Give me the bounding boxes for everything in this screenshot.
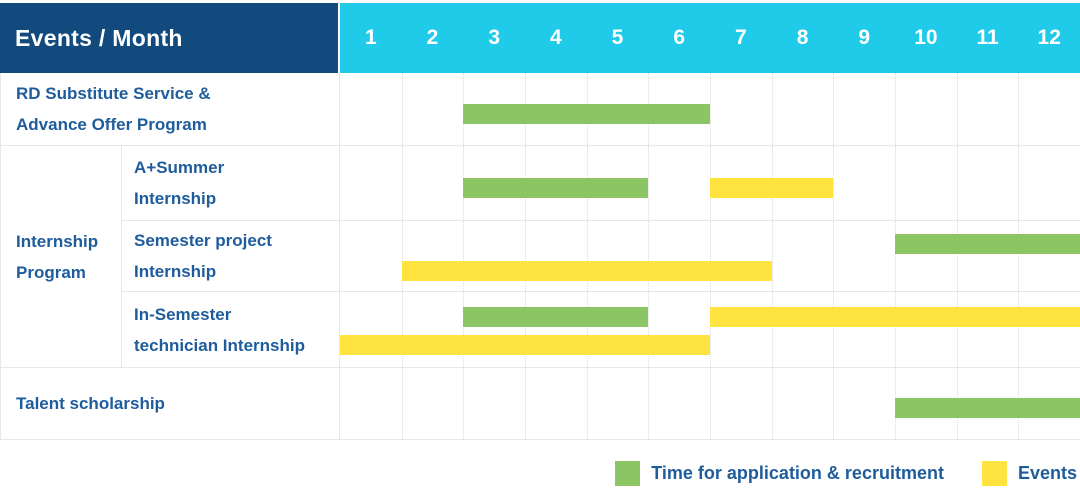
month-gridline: [1018, 221, 1020, 291]
row-label-line: RD Substitute Service &: [16, 84, 211, 103]
legend-item-application: Time for application & recruitment: [615, 460, 944, 486]
month-header-cell-10: 10: [914, 26, 938, 49]
row-label-line: Advance Offer Program: [16, 115, 207, 134]
month-gridline: [771, 221, 773, 291]
month-gridline: [833, 368, 835, 439]
row-label-line: In-Semester: [134, 304, 232, 324]
month-header-cell-1: 1: [364, 26, 377, 49]
gantt-bar-application: [463, 103, 710, 124]
month-gridline: [648, 221, 650, 291]
month-gridline: [771, 368, 773, 439]
legend-label-events: Events: [1017, 462, 1077, 483]
month-gridline: [401, 146, 403, 220]
month-gridline: [956, 146, 958, 220]
legend-swatch-green: [615, 460, 641, 486]
chart-row-5: [340, 368, 1080, 440]
month-gridline: [833, 146, 835, 220]
month-gridline: [771, 292, 773, 367]
group-label-line: Program: [16, 262, 86, 282]
month-gridline: [648, 368, 650, 439]
gantt-bar-application: [895, 398, 1080, 419]
month-header-cell-12: 12: [1037, 26, 1061, 49]
month-header-row: 1 2 3 4 5 6 7 8 9 10 11 12: [340, 3, 1080, 73]
row-label-5: Talent scholarship: [0, 368, 340, 440]
month-gridline: [1018, 146, 1020, 220]
month-gridline: [895, 292, 896, 367]
month-gridline: [833, 73, 835, 145]
row-label-line: A+Summer: [134, 158, 225, 177]
month-gridline: [586, 292, 588, 367]
month-gridline: [401, 368, 403, 439]
month-header-cell-4: 4: [550, 26, 562, 49]
month-gridline: [956, 73, 958, 145]
month-gridline: [525, 221, 526, 291]
month-header-cell-9: 9: [858, 26, 871, 49]
row-label-line: Internship: [134, 262, 217, 281]
chart-row-3: [340, 221, 1080, 292]
month-gridline: [586, 368, 588, 439]
month-header-cell-6: 6: [673, 26, 686, 49]
row-label-line: Talent scholarship: [16, 394, 165, 413]
gantt-bar-events: [710, 178, 834, 198]
legend-swatch-yellow: [981, 460, 1007, 486]
legend-label-application: Time for application & recruitment: [651, 462, 944, 483]
month-gridline: [648, 292, 650, 367]
month-gridline: [1018, 73, 1020, 145]
month-header-cell-7: 7: [735, 26, 747, 49]
legend-item-events: Events: [981, 460, 1077, 486]
month-gridline: [648, 146, 650, 220]
legend: Time for application & recruitment Event…: [615, 459, 1077, 487]
month-gridline: [710, 292, 711, 367]
row-label-1: RD Substitute Service & Advance Offer Pro…: [0, 73, 340, 146]
month-gridline: [401, 292, 403, 367]
gantt-bar-events: [340, 335, 710, 356]
month-gridline: [956, 292, 958, 367]
month-gridline: [525, 292, 526, 367]
row-label-line: Internship: [134, 189, 217, 208]
month-header-cell-5: 5: [611, 26, 624, 49]
month-gridline: [833, 292, 835, 367]
gantt-bar-application: [463, 178, 649, 198]
chart-row-4: [340, 292, 1080, 368]
gantt-bar-events: [401, 260, 772, 281]
row-label-line: technician Internship: [134, 335, 305, 355]
chart-row-2: [340, 146, 1080, 221]
month-gridline: [401, 73, 403, 145]
month-gridline: [586, 221, 588, 291]
month-gridline: [771, 73, 773, 145]
month-gridline: [956, 221, 958, 291]
month-gridline: [833, 221, 835, 291]
gantt-bar-application: [463, 307, 649, 328]
month-header-cell-8: 8: [796, 26, 809, 49]
group-label-line: Internship: [16, 231, 99, 251]
month-gridline: [710, 73, 711, 145]
chart-row-1: [340, 73, 1080, 146]
month-gridline: [895, 221, 896, 291]
month-header-cell-11: 11: [976, 26, 999, 49]
gantt-bar-application: [895, 234, 1080, 255]
month-gridline: [463, 292, 465, 367]
row-label-2: A+Summer Internship: [121, 146, 340, 221]
gantt-bar-events: [710, 307, 1080, 328]
row-label-line: Semester project: [134, 231, 272, 250]
month-gridline: [401, 221, 403, 291]
corner-header-label: Events / Month: [15, 24, 183, 51]
corner-header-cell: Events / Month: [0, 3, 338, 73]
row-label-3: Semester project Internship: [121, 221, 340, 292]
month-header-cell-2: 2: [426, 26, 439, 49]
group-label-internship-program: Internship Program: [0, 146, 121, 368]
month-gridline: [463, 221, 465, 291]
month-gridline: [710, 221, 711, 291]
month-gridline: [1018, 292, 1020, 367]
month-header-cell-3: 3: [488, 26, 501, 49]
month-gridline: [895, 73, 896, 145]
month-gridline: [525, 368, 526, 439]
month-gridline: [895, 146, 896, 220]
month-gridline: [463, 368, 465, 439]
month-gridline: [710, 368, 711, 439]
row-label-4: In-Semester technician Internship: [121, 292, 340, 368]
